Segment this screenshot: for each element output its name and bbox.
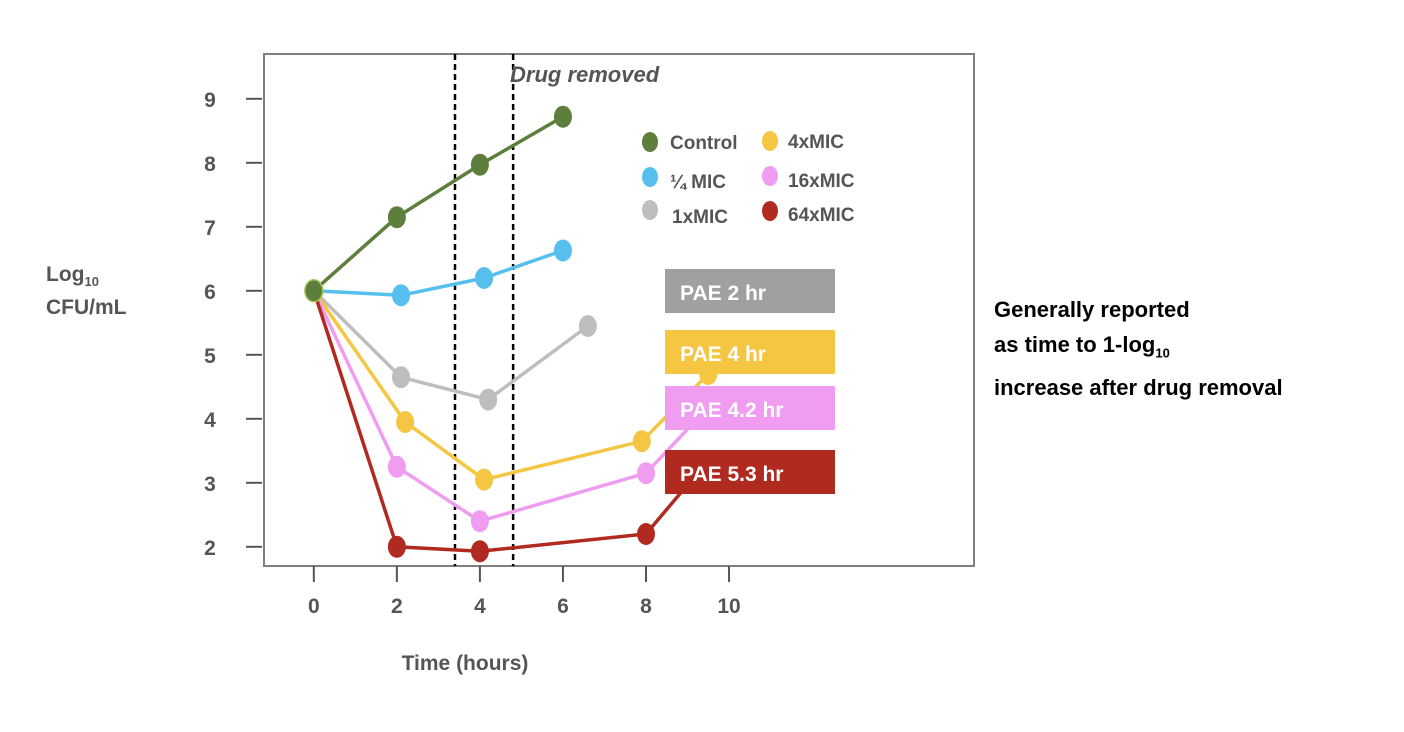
legend-marker-control <box>642 132 658 152</box>
x-axis-title: Time (hours) <box>402 652 529 675</box>
legend-label-64xmic: 64xMIC <box>788 205 855 226</box>
point-64xmic-2 <box>470 540 489 563</box>
pae-labels: PAE 2 hr PAE 4 hr PAE 4.2 hr PAE 5.3 hr <box>665 269 835 494</box>
legend-marker-1xmic <box>642 200 658 220</box>
y-tick-label-4: 4 <box>204 409 216 432</box>
x-tick-label-2: 2 <box>391 595 403 618</box>
x-tick-label-0: 0 <box>308 595 320 618</box>
point-control-3 <box>553 105 572 128</box>
drug-removed-annotation: Drug removed <box>510 62 660 87</box>
point-4xmic-3 <box>632 430 651 453</box>
pae-label-4: PAE 5.3 hr <box>680 463 783 486</box>
point-16xmic-1 <box>387 455 406 478</box>
point-64xmic-3 <box>636 523 655 545</box>
legend-label-control: Control <box>670 133 738 154</box>
legend-marker-4xmic <box>762 131 778 151</box>
point-64xmic-1 <box>387 535 406 558</box>
series-line-control <box>312 115 564 293</box>
point-control-1 <box>387 206 406 229</box>
x-tick-label-4: 4 <box>474 595 486 618</box>
y-tick-label-7: 7 <box>204 217 216 240</box>
y-axis-title-line2: CFU/mL <box>46 296 127 319</box>
legend-label-4xmic: 4xMIC <box>788 132 844 153</box>
y-tick-label-6: 6 <box>204 281 216 304</box>
legend-label-1xmic: 1xMIC <box>672 207 728 228</box>
side-note-line2: as time to 1-log10 <box>994 332 1170 361</box>
legend-marker-quarter-mic <box>642 167 658 187</box>
pae-box-3 <box>665 386 835 430</box>
point-4xmic-2 <box>475 468 494 491</box>
pae-label-3: PAE 4.2 hr <box>680 399 783 422</box>
y-tick-label-2: 2 <box>204 537 216 560</box>
side-note-line1: Generally reported <box>994 297 1190 322</box>
pae-label-1: PAE 2 hr <box>680 282 766 305</box>
side-note: Generally reported as time to 1-log10 in… <box>994 292 1394 405</box>
point-16xmic-2 <box>470 510 489 533</box>
y-tick-label-8: 8 <box>204 153 216 176</box>
y-tick-label-5: 5 <box>204 345 216 368</box>
pae-box-1 <box>665 269 835 313</box>
x-tick-label-6: 6 <box>557 595 569 618</box>
point-4xmic-1 <box>396 411 415 433</box>
series-line-4xmic <box>312 289 710 482</box>
point-start-shared <box>304 279 324 303</box>
x-tick-label-10: 10 <box>717 595 740 618</box>
plot-frame <box>263 53 975 567</box>
point-quarter-mic-3 <box>553 239 572 262</box>
point-1xmic-2 <box>479 388 498 411</box>
point-1xmic-1 <box>392 366 411 389</box>
series-line-1xmic <box>312 289 589 402</box>
point-quarter-mic-2 <box>475 267 494 289</box>
x-tick-label-8: 8 <box>640 595 652 618</box>
side-note-line3: increase after drug removal <box>994 375 1283 401</box>
legend-marker-16xmic <box>762 166 778 186</box>
legend-label-16xmic: 16xMIC <box>788 171 855 192</box>
pae-box-2 <box>665 330 835 374</box>
point-control-2 <box>470 153 489 176</box>
legend: Control ¼ MIC 1xMIC 4xMIC 16xMIC 64xMIC <box>642 131 855 228</box>
series-line-quarter-mic <box>313 248 564 298</box>
y-tick-label-9: 9 <box>204 89 216 112</box>
point-quarter-mic-1 <box>392 284 411 307</box>
y-axis-title-line1: Log10 <box>46 263 99 289</box>
y-tick-label-3: 3 <box>204 473 216 496</box>
point-16xmic-3 <box>636 462 655 485</box>
legend-marker-64xmic <box>762 201 778 221</box>
legend-label-quarter-mic: ¼ MIC <box>670 172 726 193</box>
point-1xmic-3 <box>578 315 597 337</box>
pae-label-2: PAE 4 hr <box>680 343 766 366</box>
pae-box-4 <box>665 450 835 494</box>
